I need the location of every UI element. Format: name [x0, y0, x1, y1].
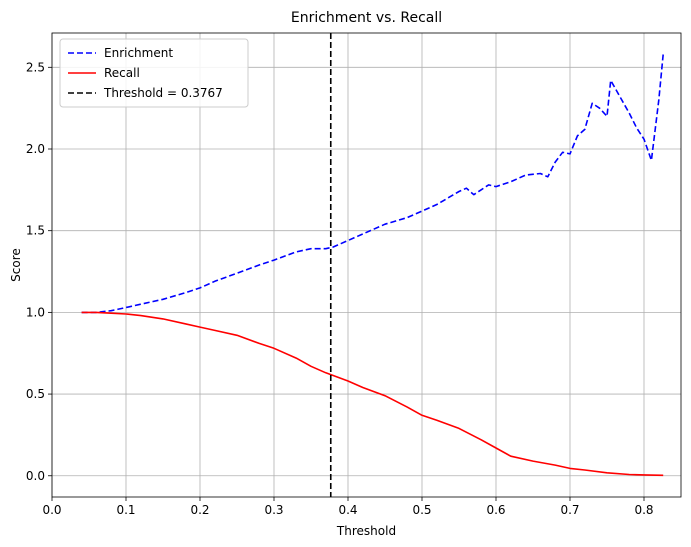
- chart-title: Enrichment vs. Recall: [291, 10, 442, 26]
- y-tick-label: 1.0: [26, 305, 45, 319]
- x-tick-label: 0.8: [634, 503, 653, 517]
- x-tick-label: 0.5: [412, 503, 431, 517]
- x-tick-label: 0.0: [42, 503, 61, 517]
- y-tick-label: 2.5: [26, 60, 45, 74]
- legend-label-enrichment: Enrichment: [104, 46, 173, 60]
- x-tick-label: 0.2: [190, 503, 209, 517]
- x-tick-label: 0.1: [116, 503, 135, 517]
- x-axis-title: Threshold: [336, 524, 396, 538]
- y-axis-title: Score: [9, 248, 23, 282]
- y-tick-label: 0.5: [26, 387, 45, 401]
- x-tick-label: 0.4: [338, 503, 357, 517]
- legend-label-recall: Recall: [104, 66, 140, 80]
- x-tick-label: 0.7: [560, 503, 579, 517]
- y-tick-label: 0.0: [26, 469, 45, 483]
- y-tick-label: 1.5: [26, 224, 45, 238]
- x-tick-label: 0.6: [486, 503, 505, 517]
- x-tick-label: 0.3: [264, 503, 283, 517]
- legend: Enrichment Recall Threshold = 0.3767: [60, 39, 248, 107]
- y-tick-label: 2.0: [26, 142, 45, 156]
- legend-label-threshold-0-3767: Threshold = 0.3767: [103, 86, 223, 100]
